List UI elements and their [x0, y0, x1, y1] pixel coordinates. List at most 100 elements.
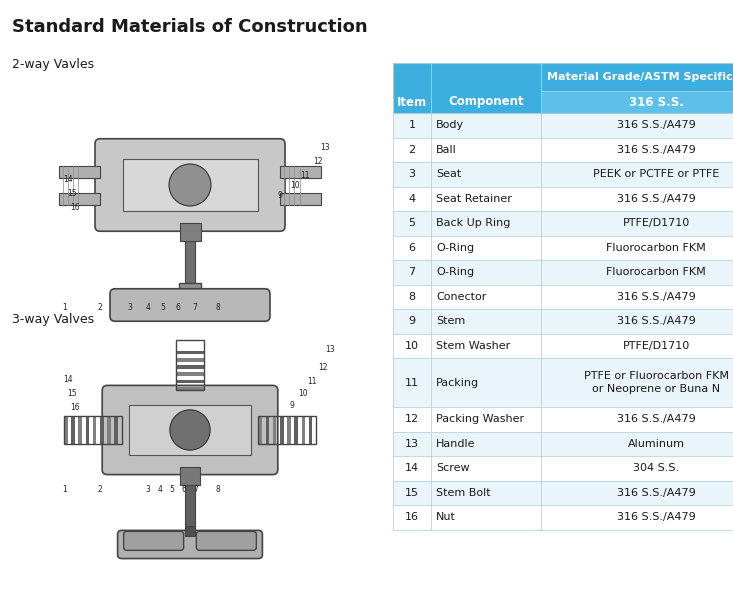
- Bar: [176, 351, 205, 355]
- Bar: [393, 260, 733, 284]
- Text: 13: 13: [325, 346, 335, 355]
- Text: 12: 12: [318, 363, 328, 372]
- Text: 8: 8: [408, 292, 416, 302]
- Text: Fluorocarbon FKM: Fluorocarbon FKM: [606, 267, 706, 277]
- Text: 14: 14: [63, 375, 73, 385]
- Text: 10: 10: [298, 388, 308, 398]
- Text: 5: 5: [408, 218, 416, 228]
- Text: 10: 10: [405, 341, 419, 350]
- Bar: [265, 415, 269, 444]
- Text: Packing: Packing: [436, 378, 479, 388]
- Text: 2: 2: [97, 303, 103, 311]
- Bar: [393, 91, 541, 113]
- Text: 15: 15: [67, 388, 77, 398]
- Text: Handle: Handle: [436, 439, 476, 449]
- Bar: [176, 379, 205, 383]
- Text: Packing Washer: Packing Washer: [436, 414, 524, 424]
- FancyBboxPatch shape: [124, 531, 184, 550]
- Circle shape: [169, 164, 211, 206]
- Text: 1: 1: [62, 303, 67, 311]
- Text: 11: 11: [301, 170, 310, 180]
- Text: Nut: Nut: [436, 512, 456, 522]
- Text: 13: 13: [405, 439, 419, 449]
- Text: 11: 11: [405, 378, 419, 388]
- Bar: [393, 284, 733, 309]
- FancyBboxPatch shape: [119, 289, 185, 311]
- Text: 16: 16: [70, 404, 80, 413]
- Text: 3: 3: [408, 169, 416, 179]
- Bar: [180, 222, 201, 241]
- Bar: [259, 415, 262, 444]
- Bar: [59, 193, 100, 204]
- Text: 9: 9: [290, 401, 295, 410]
- Text: Stem Washer: Stem Washer: [436, 341, 510, 350]
- Text: 1: 1: [408, 120, 416, 130]
- Text: 316 S.S./A479: 316 S.S./A479: [616, 292, 696, 302]
- Text: 316 S.S./A479: 316 S.S./A479: [616, 194, 696, 204]
- Text: 6: 6: [408, 243, 416, 253]
- Text: Aluminum: Aluminum: [627, 439, 685, 449]
- Bar: [287, 415, 291, 444]
- Bar: [185, 470, 195, 527]
- Text: Item: Item: [397, 96, 427, 109]
- FancyBboxPatch shape: [129, 405, 251, 455]
- Text: PTFE/D1710: PTFE/D1710: [622, 218, 690, 228]
- Bar: [393, 235, 733, 260]
- Text: Seat Retainer: Seat Retainer: [436, 194, 512, 204]
- Text: Seat: Seat: [436, 169, 461, 179]
- Text: 7: 7: [194, 485, 199, 495]
- Bar: [295, 415, 298, 444]
- Text: Material Grade/ASTM Specification: Material Grade/ASTM Specification: [548, 72, 733, 82]
- Text: 3-way Valves: 3-way Valves: [12, 313, 94, 326]
- Bar: [393, 187, 733, 211]
- Text: 316 S.S./A479: 316 S.S./A479: [616, 316, 696, 326]
- Bar: [393, 113, 733, 138]
- Text: 316 S.S./A479: 316 S.S./A479: [616, 488, 696, 498]
- Text: 9: 9: [408, 316, 416, 326]
- Bar: [179, 282, 202, 297]
- Text: 6: 6: [182, 485, 186, 495]
- Bar: [259, 415, 316, 444]
- Text: 4: 4: [408, 194, 416, 204]
- Text: 15: 15: [405, 488, 419, 498]
- Text: PTFE/D1710: PTFE/D1710: [622, 341, 690, 350]
- Bar: [71, 415, 75, 444]
- Bar: [280, 415, 284, 444]
- Text: Stem: Stem: [436, 316, 465, 326]
- Text: 316 S.S./A479: 316 S.S./A479: [616, 120, 696, 130]
- Text: 316 S.S./A479: 316 S.S./A479: [616, 414, 696, 424]
- Bar: [114, 415, 118, 444]
- Bar: [107, 415, 111, 444]
- Text: 304 S.S.: 304 S.S.: [633, 463, 679, 473]
- FancyBboxPatch shape: [122, 159, 257, 211]
- Text: 13: 13: [320, 144, 330, 152]
- Text: 1: 1: [62, 485, 67, 495]
- Bar: [301, 415, 305, 444]
- Bar: [280, 193, 321, 204]
- Bar: [100, 415, 103, 444]
- Text: Fluorocarbon FKM: Fluorocarbon FKM: [606, 243, 706, 253]
- Text: 3: 3: [146, 485, 150, 495]
- Bar: [176, 340, 205, 391]
- Text: Component: Component: [448, 96, 524, 109]
- Text: 5: 5: [161, 303, 166, 311]
- Bar: [393, 162, 733, 187]
- Bar: [309, 415, 312, 444]
- Text: 2: 2: [408, 145, 416, 155]
- Circle shape: [170, 410, 210, 450]
- Text: Back Up Ring: Back Up Ring: [436, 218, 510, 228]
- Text: 14: 14: [405, 463, 419, 473]
- Text: 10: 10: [290, 180, 300, 190]
- Bar: [393, 138, 733, 162]
- Bar: [64, 415, 122, 444]
- FancyBboxPatch shape: [110, 289, 270, 322]
- Text: 12: 12: [313, 157, 323, 167]
- Text: 316 S.S.: 316 S.S.: [629, 96, 683, 109]
- Text: 9: 9: [278, 190, 282, 200]
- Text: O-Ring: O-Ring: [436, 243, 474, 253]
- Bar: [64, 415, 67, 444]
- Bar: [176, 365, 205, 369]
- Text: 2: 2: [97, 485, 103, 495]
- Text: 3: 3: [128, 303, 133, 311]
- Text: O-Ring: O-Ring: [436, 267, 474, 277]
